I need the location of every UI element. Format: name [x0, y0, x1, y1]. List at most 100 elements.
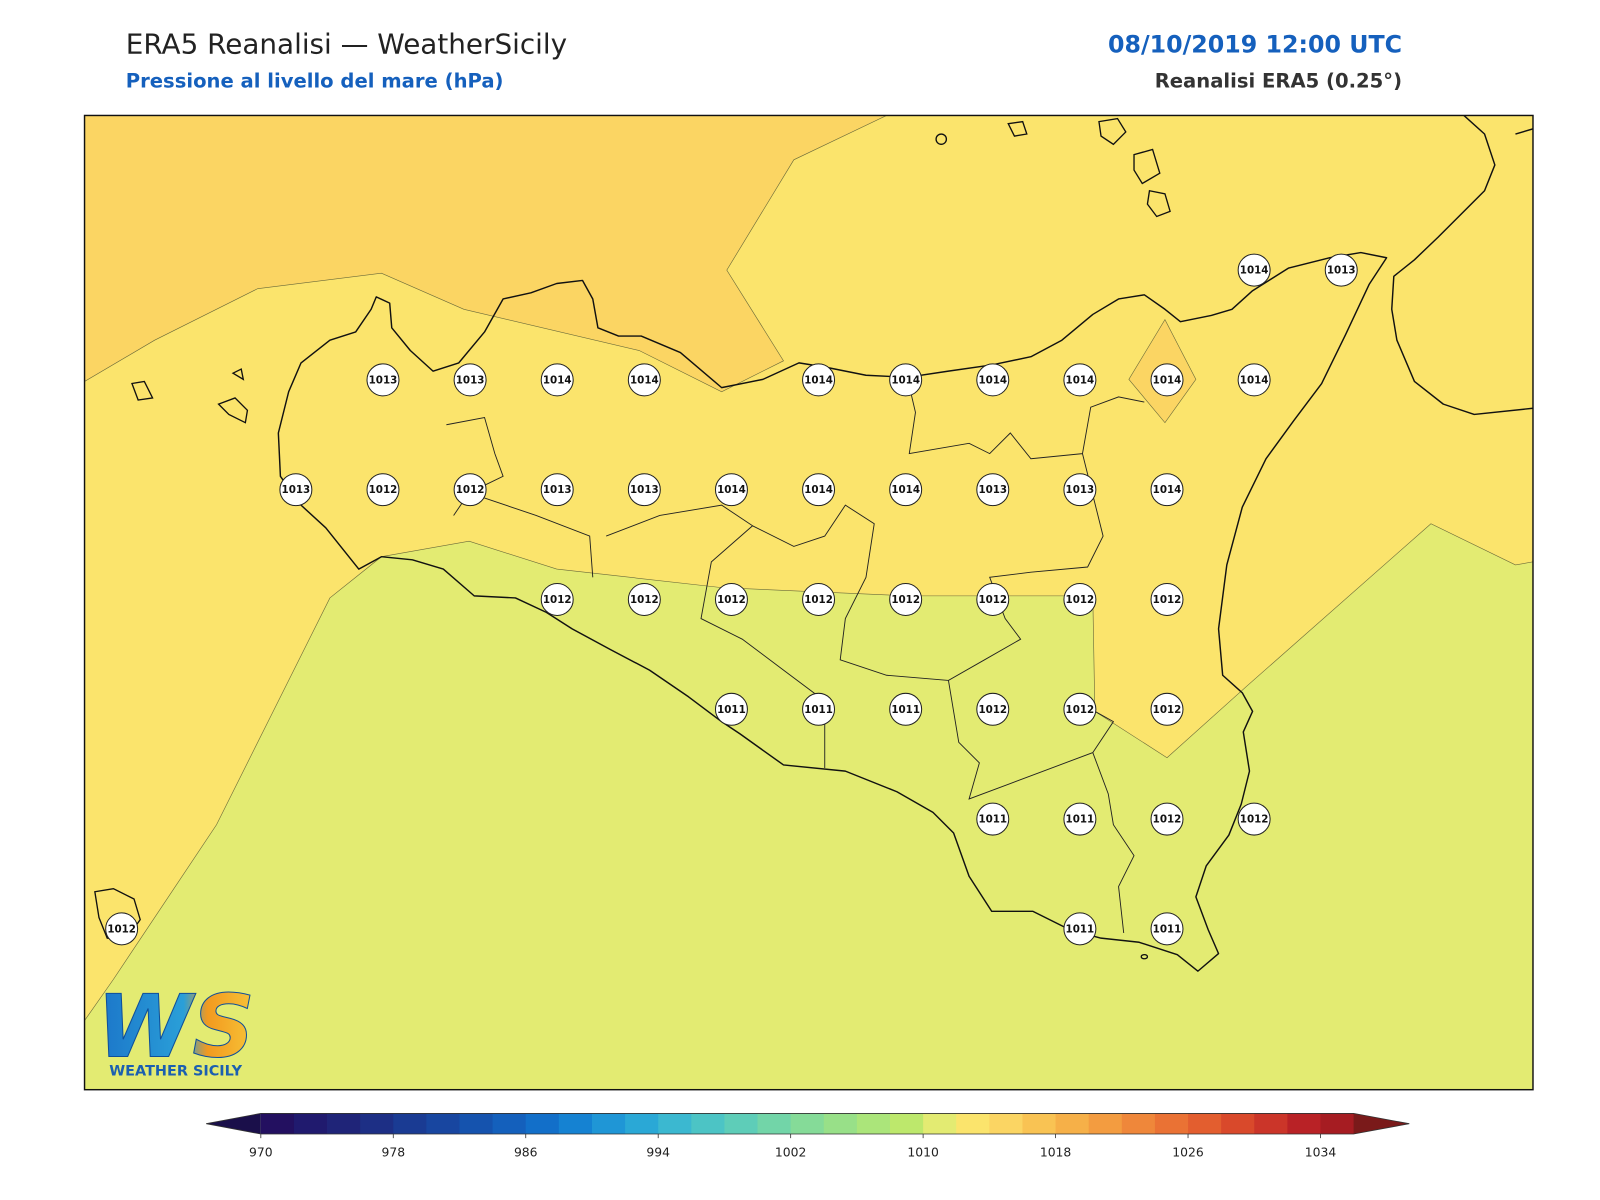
province-boundaries [446, 377, 1145, 934]
station: 1013 [627, 473, 661, 507]
colorbar-cell [1154, 1113, 1189, 1135]
station-value: 1014 [891, 374, 920, 386]
station-value: 1012 [1153, 704, 1182, 716]
station: 1013 [1063, 473, 1097, 507]
station-marker [627, 582, 661, 616]
station-value: 1012 [1153, 814, 1182, 826]
station-value: 1014 [630, 374, 659, 386]
station-marker [540, 582, 574, 616]
station: 1012 [1150, 582, 1184, 616]
colorbar-cell [459, 1113, 494, 1135]
station: 1013 [976, 473, 1010, 507]
colorbar-cell [1055, 1113, 1090, 1135]
station-marker [1150, 473, 1184, 507]
station-value: 1012 [717, 594, 746, 606]
station: 1012 [889, 582, 923, 616]
colorbar-cell [625, 1113, 659, 1135]
colorbar-cell [1287, 1113, 1321, 1135]
station-marker [976, 363, 1010, 397]
station: 1011 [889, 692, 923, 726]
station-marker [1237, 802, 1271, 836]
station-marker [453, 473, 487, 507]
colorbar-cell [757, 1113, 792, 1135]
station-value: 1012 [978, 704, 1007, 716]
station: 1014 [1237, 253, 1271, 287]
colorbar-tick-label: 978 [381, 1146, 405, 1160]
subtitle: Pressione al livello del mare (hPa) [126, 70, 504, 93]
station: 1014 [802, 473, 836, 507]
colorbar-cell [260, 1113, 295, 1135]
station-value: 1012 [1066, 594, 1095, 606]
colorbar-cell [823, 1113, 858, 1135]
colorbar-under [206, 1113, 261, 1135]
colorbar-tick-label: 1034 [1305, 1146, 1337, 1160]
colorbar-cell [1022, 1113, 1056, 1135]
colorbar-cell [923, 1113, 957, 1135]
station-value: 1014 [1240, 374, 1269, 386]
station-value: 1012 [1066, 704, 1095, 716]
station-value: 1011 [804, 704, 833, 716]
station-value: 1011 [1066, 814, 1095, 826]
station-value: 1011 [1153, 923, 1182, 935]
station-marker [976, 582, 1010, 616]
station: 1012 [1063, 692, 1097, 726]
colorbar-cell [989, 1113, 1023, 1135]
colorbar-cell [1320, 1113, 1355, 1135]
station: 1013 [540, 473, 574, 507]
colorbar-cell [790, 1113, 825, 1135]
station-value: 1011 [717, 704, 746, 716]
colorbar-cell [293, 1113, 328, 1135]
station: 1012 [802, 582, 836, 616]
logo: WS WEATHER SICILY [96, 977, 255, 1079]
station-marker [1063, 473, 1097, 507]
station-value: 1013 [630, 484, 659, 496]
station: 1014 [889, 363, 923, 397]
station-value: 1012 [891, 594, 920, 606]
colorbar-cell [558, 1113, 593, 1135]
colorbar-cell [1188, 1113, 1222, 1135]
station-value: 1014 [804, 374, 833, 386]
colorbar-over [1353, 1113, 1410, 1135]
colorbar-cell [691, 1113, 725, 1135]
station: 1012 [105, 912, 139, 946]
colorbar-cell [360, 1113, 394, 1135]
station: 1013 [1324, 253, 1358, 287]
station: 1014 [1150, 363, 1184, 397]
colorbar-tick-label: 1026 [1172, 1146, 1204, 1160]
station-value: 1012 [456, 484, 485, 496]
station: 1011 [976, 802, 1010, 836]
station-value: 1013 [456, 374, 485, 386]
station-marker [1237, 253, 1271, 287]
station: 1014 [540, 363, 574, 397]
station-marker [976, 473, 1010, 507]
station: 1014 [1150, 473, 1184, 507]
station: 1014 [976, 363, 1010, 397]
title: ERA5 Reanalisi — WeatherSicily [126, 28, 567, 61]
station-marker [627, 473, 661, 507]
colorbar: 970 978 986 994 1002 1010 1018 1026 1034 [206, 1112, 1410, 1160]
station-value: 1013 [543, 484, 572, 496]
station: 1013 [366, 363, 400, 397]
station-marker [889, 582, 923, 616]
logo-caption: WEATHER SICILY [109, 1063, 242, 1079]
station-marker [889, 363, 923, 397]
station-value: 1012 [107, 923, 136, 935]
coastline-calabria-north [1515, 128, 1533, 135]
station: 1014 [889, 473, 923, 507]
station-marker [714, 692, 748, 726]
station: 1012 [976, 692, 1010, 726]
map: 1014 1013 1013 1013 1014 1014 1014 1014 1014 1014… [84, 115, 1533, 1090]
colorbar-cell [1088, 1113, 1123, 1135]
colorbar-cell [393, 1113, 427, 1135]
station: 1012 [1150, 692, 1184, 726]
station: 1012 [540, 582, 574, 616]
station-marker [1150, 363, 1184, 397]
station-marker [627, 363, 661, 397]
station-marker [105, 912, 139, 946]
colorbar-cell [492, 1113, 527, 1135]
station-marker [540, 363, 574, 397]
station-marker [1150, 692, 1184, 726]
station: 1012 [976, 582, 1010, 616]
station-value: 1014 [717, 484, 746, 496]
